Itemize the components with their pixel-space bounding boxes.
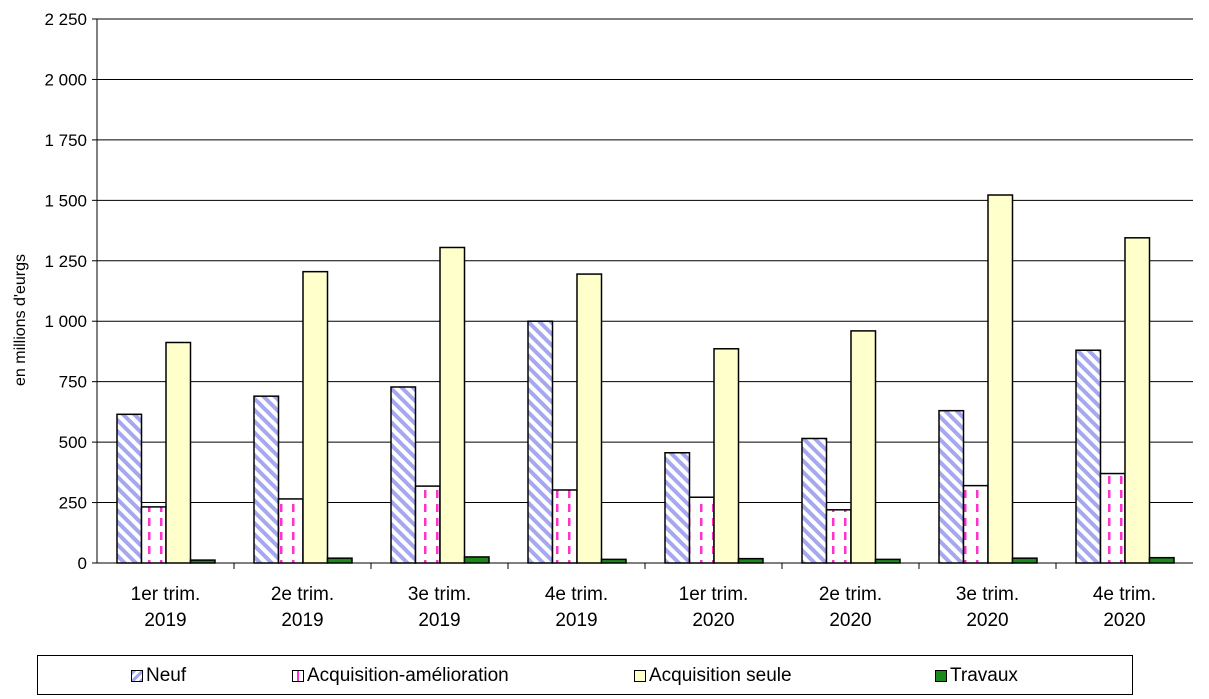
y-tick-label: 0 [78,554,87,573]
bar-neuf [116,413,143,564]
bar-acquisition-amelioration [825,509,852,564]
legend-item-acquisition-seule: Acquisition seule [634,665,792,687]
bar-acquisition-amelioration [414,485,441,564]
x-tick-label: 3e trim. [956,584,1019,605]
y-tick-label: 2 000 [44,70,87,89]
y-axis-label: en millions d'eurgs [12,254,29,386]
bar-travaux [326,557,353,564]
legend-item-travaux: Travaux [935,665,1018,687]
x-tick-label-year: 2020 [829,610,871,631]
bar-travaux [1011,557,1038,564]
bar-travaux [463,556,490,564]
bar-acquisition-amelioration [277,498,304,564]
legend: Neuf Acquisition-amélioration Acquisitio… [37,655,1133,695]
x-tick-label: 2e trim. [271,584,334,605]
bar-acquisition-seule [302,270,329,564]
legend-label-acquisition-amelioration: Acquisition-amélioration [307,665,509,686]
y-tick-label: 2 250 [44,10,87,29]
x-tick-label-year: 2019 [418,610,460,631]
bar-acquisition-amelioration [140,506,167,564]
bar-travaux [874,558,901,564]
x-tick-label-year: 2019 [144,610,186,631]
x-tick-label: 2e trim. [819,584,882,605]
legend-item-acquisition-amelioration: Acquisition-amélioration [292,665,509,687]
bar-acquisition-seule [713,348,740,564]
bar-chart: 0 250 500 750 1 000 1 250 1 500 1 750 2 000 2 250… [12,10,1193,631]
bar-travaux [600,558,627,564]
y-tick-label: 1 000 [44,312,87,331]
legend-label-neuf: Neuf [146,665,187,686]
x-tick-label-year: 2019 [555,610,597,631]
x-tick-label-year: 2020 [1103,610,1145,631]
legend-item-neuf: Neuf [131,665,186,687]
legend-label-acquisition-seule: Acquisition seule [649,665,792,686]
legend-swatch-acquisition-seule [634,670,646,682]
y-tick-label: 250 [59,494,87,513]
bar-neuf [390,386,417,564]
bar-acquisition-amelioration [1099,472,1126,564]
x-tick-label: 1er trim. [679,584,749,605]
x-tick-label-year: 2020 [966,610,1008,631]
y-tick-label: 1 750 [44,131,87,150]
bar-neuf [664,451,691,564]
legend-swatch-neuf [131,670,143,682]
bar-neuf [938,409,965,564]
bar-neuf [527,320,554,564]
bar-acquisition-amelioration [688,496,715,564]
x-tick-label: 1er trim. [131,584,201,605]
bar-acquisition-seule [439,246,466,564]
bar-neuf [253,395,280,564]
bar-acquisition-amelioration [962,484,989,564]
y-tick-label: 1 250 [44,252,87,271]
x-axis-labels: 1er trim. 2019 2e trim. 2019 3e trim. 2019 4e … [131,584,1157,631]
bar-acquisition-seule [576,273,603,564]
bar-acquisition-seule [1124,237,1151,564]
legend-label-travaux: Travaux [950,665,1018,686]
bars [116,194,1175,564]
x-tick-label: 4e trim. [1093,584,1156,605]
bar-neuf [801,437,828,564]
y-axis-ticks: 0 250 500 750 1 000 1 250 1 500 1 750 2 000 2 250 [44,10,87,573]
x-tick-label: 4e trim. [545,584,608,605]
bar-acquisition-seule [850,330,877,564]
y-tick-label: 1 500 [44,191,87,210]
bar-acquisition-seule [987,194,1014,564]
legend-swatch-travaux [935,670,947,682]
bar-travaux [189,559,216,564]
bar-travaux [737,557,764,564]
bar-acquisition-amelioration [551,489,578,564]
y-tick-label: 750 [59,373,87,392]
bar-neuf [1075,349,1102,564]
x-tick-label-year: 2019 [281,610,323,631]
legend-swatch-acquisition-amelioration [292,670,304,682]
y-tick-label: 500 [59,433,87,452]
x-tick-label: 3e trim. [408,584,471,605]
bar-travaux [1148,556,1175,564]
bar-acquisition-seule [165,341,192,564]
x-tick-label-year: 2020 [692,610,734,631]
